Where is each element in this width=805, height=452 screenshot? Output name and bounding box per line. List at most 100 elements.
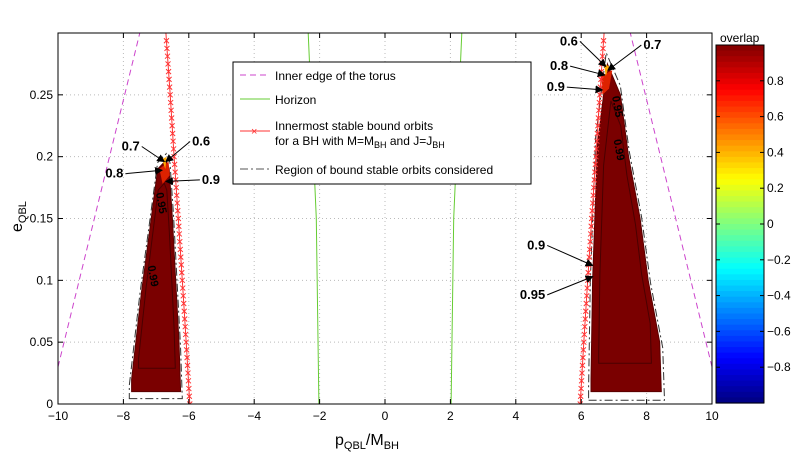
colorbar: overlap 0.8 0.6 0.4 0.2 0 −0.2 −0.4 −0.6 −0.8 (715, 31, 791, 404)
isbo-marker (593, 153, 599, 160)
y-tick-label: 0.2 (36, 150, 53, 164)
colorbar-band (716, 156, 764, 164)
annotation-arrow (569, 65, 606, 78)
contour-labels: 0.95 0.99 0.95 0.99 (145, 95, 627, 288)
x-tick-label: −10 (48, 409, 69, 423)
colorbar-band (716, 145, 764, 152)
isbo-marker (596, 99, 603, 106)
colorbar-band (716, 268, 764, 275)
colorbar-band (716, 347, 764, 354)
legend-label-isbo-1: Innermost stable bound orbits (275, 119, 433, 133)
isbo-marker (586, 246, 593, 253)
colorbar-band (716, 45, 764, 52)
isbo-marker (580, 339, 587, 346)
colorbar-tick-label: 0.8 (767, 74, 784, 88)
isbo-marker (591, 169, 598, 175)
isbo-marker (165, 61, 171, 67)
colorbar-band (716, 251, 764, 259)
colorbar-band (716, 184, 764, 192)
colorbar-band (716, 50, 764, 57)
colorbar-band (716, 302, 764, 309)
colorbar-band (716, 375, 764, 382)
isbo-marker (168, 107, 174, 114)
isbo-marker (183, 339, 190, 346)
inner-contour-0 (138, 182, 176, 369)
colorbar-tick-label: 0.4 (767, 145, 784, 159)
annotation-arrow (547, 244, 594, 267)
inner-contour-1 (598, 100, 652, 364)
colorbar-band (716, 296, 764, 303)
colorbar-band (716, 380, 764, 387)
y-tick-label: 0.25 (30, 88, 54, 102)
colorbar-band (716, 324, 764, 331)
annotation-arrow (125, 166, 163, 175)
isbo-marker (175, 223, 182, 230)
isbo-marker (579, 370, 585, 376)
isbo-marker (587, 238, 594, 245)
isbo-marker (168, 115, 175, 121)
isbo-marker (586, 254, 593, 260)
isbo-marker (186, 393, 193, 400)
annotation-label: 0.9 (547, 79, 565, 94)
annotation-arrow (164, 177, 200, 186)
colorbar-band (716, 291, 764, 298)
colorbar-band (716, 207, 764, 214)
legend-label-isbo-2: for a BH with M=MBH and J=JBH (275, 134, 445, 150)
annotation-label: 0.6 (560, 33, 578, 48)
isbo-marker (595, 115, 602, 121)
isbo-marker (183, 347, 190, 353)
isbo-marker (170, 146, 177, 152)
isbo-marker (594, 130, 601, 137)
colorbar-band (716, 190, 764, 197)
isbo-marker (173, 192, 180, 199)
x-tick-label: 0 (382, 409, 389, 423)
x-tick-label: 8 (643, 409, 650, 423)
x-tick-label: 6 (578, 409, 585, 423)
annotation-arrow (607, 44, 642, 71)
colorbar-band (716, 358, 764, 365)
colorbar-band (716, 335, 764, 343)
y-tick-label: 0.15 (30, 212, 54, 226)
annotation-arrow (141, 146, 166, 163)
isbo-marker (581, 331, 588, 338)
isbo-marker (581, 323, 588, 330)
series-line-0 (58, 33, 141, 368)
isbo-marker (591, 177, 598, 183)
colorbar-band (716, 134, 764, 141)
colorbar-band (716, 246, 764, 253)
overlap-region-1 (590, 61, 662, 393)
isbo-marker (595, 122, 601, 129)
isbo-marker (166, 84, 173, 90)
isbo-marker (588, 223, 595, 230)
contour-label: 0.95 (153, 192, 169, 215)
series-line-1 (629, 33, 712, 368)
annotations: 0.7 0.6 0.8 0.9 0.6 0.7 0.8 0.9 0.9 0.95 (105, 33, 661, 302)
isbo-marker (181, 308, 188, 315)
isbo-marker (600, 45, 606, 52)
colorbar-band (716, 235, 764, 242)
isbo-marker (590, 184, 597, 191)
annotation-label: 0.9 (527, 237, 545, 252)
isbo-marker (596, 107, 602, 114)
isbo-marker (179, 285, 186, 291)
y-tick-label: 0.05 (30, 335, 54, 349)
contour-label: 0.99 (145, 265, 161, 288)
isbo-marker (589, 200, 596, 206)
isbo-marker (182, 323, 189, 330)
isbo-marker (177, 254, 184, 260)
colorbar-tick-label: 0 (767, 217, 774, 231)
isbo-marker (580, 354, 586, 361)
contour-label: 0.99 (611, 138, 627, 161)
isbo-marker (180, 292, 187, 299)
x-tick-label: −8 (117, 409, 131, 423)
isbo-marker (176, 238, 183, 245)
colorbar-gradient (716, 45, 764, 404)
isbo-marker (174, 200, 181, 206)
isbo-marker (578, 385, 584, 392)
isbo-marker (178, 262, 185, 268)
annotation-arrow (566, 85, 604, 94)
isbo-marker (585, 269, 592, 276)
colorbar-band (716, 117, 764, 124)
x-axis-title: pQBL/MBH (335, 432, 399, 452)
